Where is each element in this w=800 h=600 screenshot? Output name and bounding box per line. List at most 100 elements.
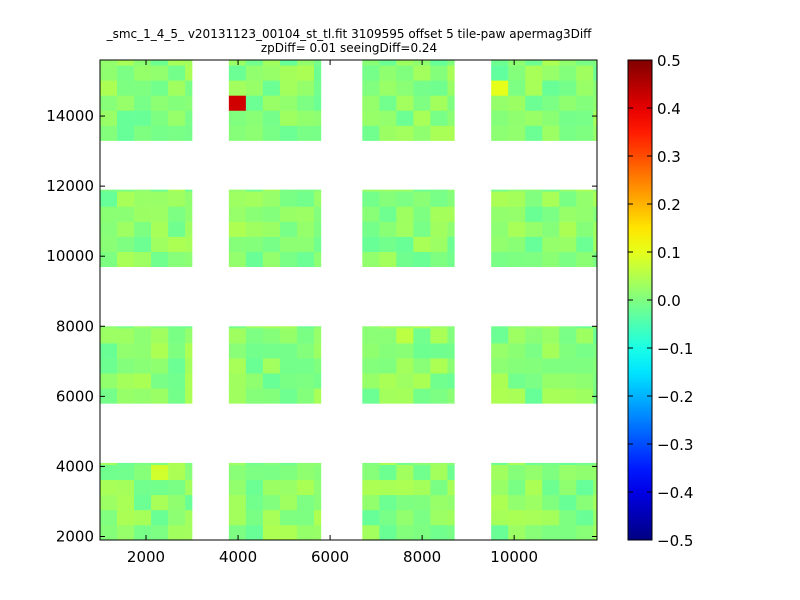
heatmap-cell bbox=[313, 236, 322, 252]
heatmap-cell bbox=[362, 65, 380, 81]
heatmap-cell bbox=[117, 191, 135, 207]
heatmap-cell bbox=[245, 189, 264, 192]
heatmap-cell bbox=[279, 479, 298, 496]
heatmap-cell bbox=[313, 65, 322, 81]
heatmap-cell bbox=[296, 328, 315, 344]
heatmap-cell bbox=[134, 479, 152, 496]
heatmap-cell bbox=[168, 125, 186, 141]
heatmap-cell bbox=[296, 494, 315, 511]
heatmap-cell bbox=[447, 206, 455, 222]
heatmap-cell bbox=[491, 326, 509, 329]
heatmap-cell bbox=[362, 358, 380, 374]
heatmap-cell bbox=[245, 464, 264, 481]
heatmap-cell bbox=[168, 373, 186, 389]
heatmap-cell bbox=[379, 509, 397, 526]
heatmap-cell bbox=[279, 358, 298, 374]
heatmap-cell bbox=[525, 65, 543, 81]
heatmap-cell bbox=[447, 110, 455, 126]
heatmap-cell bbox=[151, 251, 169, 268]
heatmap-cell bbox=[396, 326, 414, 329]
heatmap-cell bbox=[279, 60, 298, 66]
heatmap-cell bbox=[525, 95, 543, 111]
colorbar-tick-label: 0.0 bbox=[657, 292, 681, 310]
heatmap-cell bbox=[185, 80, 193, 96]
heatmap-cell bbox=[576, 95, 594, 111]
heatmap-cell bbox=[228, 189, 247, 192]
heatmap-cell bbox=[100, 524, 118, 541]
heatmap-cell bbox=[542, 251, 560, 268]
heatmap-cell bbox=[185, 221, 193, 237]
heatmap-cell bbox=[362, 80, 380, 96]
heatmap-cell bbox=[413, 509, 431, 526]
heatmap-cell bbox=[396, 60, 414, 66]
heatmap-cell bbox=[262, 60, 281, 66]
heatmap-cell bbox=[576, 479, 594, 496]
heatmap-cell bbox=[593, 60, 598, 66]
heatmap-cell bbox=[228, 509, 247, 526]
heatmap-cell bbox=[100, 328, 118, 344]
heatmap-cell bbox=[151, 388, 169, 404]
heatmap-cell bbox=[245, 494, 264, 511]
heatmap-cell bbox=[100, 60, 118, 66]
heatmap-cell bbox=[559, 326, 577, 329]
y-tick-label: 2000 bbox=[56, 527, 94, 545]
heatmap-cell bbox=[491, 462, 509, 465]
heatmap-cell bbox=[379, 479, 397, 496]
heatmap-cell bbox=[362, 110, 380, 126]
heatmap-cell bbox=[430, 462, 448, 465]
heatmap-cell bbox=[151, 328, 169, 344]
heatmap-cell bbox=[508, 509, 526, 526]
heatmap-cell bbox=[491, 524, 509, 541]
heatmap-cell bbox=[430, 110, 448, 126]
heatmap-cell bbox=[117, 524, 135, 541]
heatmap-cell bbox=[447, 189, 455, 192]
heatmap-cell bbox=[542, 479, 560, 496]
chart-subtitle: zpDiff= 0.01 seeingDiff=0.24 bbox=[261, 41, 437, 55]
heatmap-cell bbox=[593, 479, 598, 496]
heatmap-cell bbox=[151, 479, 169, 496]
heatmap-cell bbox=[430, 236, 448, 252]
heatmap-cell bbox=[447, 65, 455, 81]
heatmap-cell bbox=[542, 60, 560, 66]
heatmap-cell bbox=[279, 206, 298, 222]
heatmap-cell bbox=[279, 191, 298, 207]
heatmap-cell bbox=[279, 80, 298, 96]
heatmap-cell bbox=[525, 191, 543, 207]
heatmap-cell bbox=[396, 80, 414, 96]
heatmap-cell bbox=[245, 479, 264, 496]
heatmap-cell bbox=[525, 479, 543, 496]
heatmap-cell bbox=[185, 125, 193, 141]
heatmap-cell bbox=[525, 125, 543, 141]
heatmap-cell bbox=[313, 373, 322, 389]
heatmap-cell bbox=[100, 462, 118, 465]
heatmap-cell bbox=[313, 80, 322, 96]
heatmap-cell bbox=[576, 464, 594, 481]
heatmap-cell bbox=[525, 328, 543, 344]
heatmap-cell bbox=[508, 251, 526, 268]
heatmap-cell bbox=[559, 236, 577, 252]
heatmap-cell bbox=[100, 125, 118, 141]
heatmap-cell bbox=[413, 388, 431, 404]
heatmap-cell bbox=[228, 328, 247, 344]
heatmap-cell bbox=[151, 60, 169, 66]
heatmap-cell bbox=[279, 464, 298, 481]
heatmap-cell bbox=[168, 343, 186, 359]
heatmap-cell bbox=[134, 524, 152, 541]
heatmap-cell bbox=[296, 110, 315, 126]
heatmap-cell bbox=[313, 191, 322, 207]
heatmap-cell bbox=[508, 464, 526, 481]
heatmap-cell bbox=[262, 191, 281, 207]
heatmap-cell bbox=[396, 358, 414, 374]
heatmap-cell bbox=[413, 494, 431, 511]
heatmap-cell bbox=[100, 221, 118, 237]
heatmap-cell bbox=[362, 251, 380, 268]
heatmap-cell bbox=[151, 524, 169, 541]
heatmap-cell bbox=[559, 358, 577, 374]
heatmap-cell bbox=[379, 462, 397, 465]
heatmap-cell bbox=[542, 65, 560, 81]
heatmap-cell bbox=[413, 462, 431, 465]
heatmap-cell bbox=[379, 328, 397, 344]
heatmap-cell bbox=[117, 206, 135, 222]
heatmap-cell bbox=[542, 462, 560, 465]
heatmap-cell bbox=[525, 236, 543, 252]
